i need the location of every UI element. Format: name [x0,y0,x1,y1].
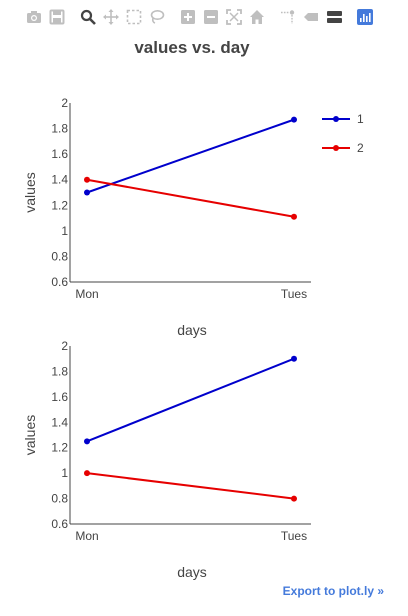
chart-1-y-tick-label: 1.4 [51,173,68,187]
autoscale-icon [226,9,242,25]
spike-lines-icon [281,10,295,24]
chart-1-series-2-point[interactable] [291,213,297,220]
chart-2-x-axis-label: days [177,564,207,580]
save-button[interactable] [47,7,67,27]
zoom-in-button[interactable] [178,7,198,27]
chart-1-title: values vs. day [134,38,250,57]
chart-2-y-tick-label: 2 [61,339,68,353]
chart-2-x-tick-label: Mon [75,529,98,543]
chart-1-y-tick-label: 1.2 [51,198,68,212]
hover-closest-button[interactable] [301,7,321,27]
zoom-out-icon [204,10,218,24]
spike-lines-button[interactable] [278,7,298,27]
home-button[interactable] [247,7,267,27]
chart-1-legend-label-1[interactable]: 1 [357,112,364,126]
chart-1-legend-marker-1[interactable] [333,116,339,122]
chart-1-x-tick-label: Mon [75,287,98,301]
chart-2-y-tick-label: 0.8 [51,492,68,506]
chart-1-series-1-point[interactable] [84,189,90,196]
chart-1-legend-label-2[interactable]: 2 [357,141,364,155]
chart-2-series-2-point[interactable] [84,470,90,477]
chart-1-x-tick-label: Tues [281,287,307,301]
zoom-button[interactable] [78,7,98,27]
chart-1-y-tick-label: 1.6 [51,147,68,161]
chart-2-series-1-line [86,357,295,443]
chart-2-series-1-point[interactable] [291,355,297,362]
camera-button[interactable] [24,7,44,27]
chart-1-y-tick-label: 1 [61,224,68,238]
chart-2-y-tick-label: 1.2 [51,441,68,455]
zoom-out-button[interactable] [201,7,221,27]
chart-2-y-tick-label: 1.4 [51,415,68,429]
hover-compare-button[interactable] [324,7,344,27]
hover-compare-icon [327,11,342,23]
chart-1-legend-marker-2[interactable] [333,145,339,151]
chart-2-x-tick-label: Tues [281,529,307,543]
chart-2-series-2-point[interactable] [291,495,297,502]
export-to-plotly-link[interactable]: Export to plot.ly » [282,584,384,598]
chart-1-series-2-point[interactable] [84,176,90,183]
chart-1-y-tick-label: 2 [61,96,68,110]
save-icon [49,9,65,25]
chart-1-y-tick-label: 1.8 [51,122,68,136]
chart-1-series-1-point[interactable] [291,116,297,123]
chart-2-y-axis-label: values [22,415,38,455]
plotly-logo-icon [357,9,373,25]
chart-1-y-tick-label: 0.6 [51,275,68,289]
pan-icon [103,9,119,25]
chart-1-series-2-line [86,178,295,218]
hover-closest-icon [304,13,318,21]
chart-1-series-1-line [86,118,295,194]
chart-2-y-tick-label: 1 [61,466,68,480]
camera-icon [27,11,41,23]
pan-button[interactable] [101,7,121,27]
lasso-button[interactable] [147,7,167,27]
chart-1-x-axis-label: days [177,322,207,338]
lasso-icon [150,10,165,24]
chart-2-series-2-line [86,472,295,500]
plotly-logo-button[interactable] [355,7,375,27]
zoom-icon [80,9,96,25]
chart-1-y-axis-label: values [22,172,38,212]
zoom-in-icon [181,10,195,24]
autoscale-button[interactable] [224,7,244,27]
home-icon [250,10,264,24]
box-select-icon [126,9,142,25]
chart-2-series-1-point[interactable] [84,438,90,445]
chart-2-y-tick-label: 0.6 [51,517,68,531]
chart-2-y-tick-label: 1.6 [51,390,68,404]
box-select-button[interactable] [124,7,144,27]
chart-2-y-tick-label: 1.8 [51,364,68,378]
chart-1-y-tick-label: 0.8 [51,249,68,263]
modebar [24,6,378,28]
